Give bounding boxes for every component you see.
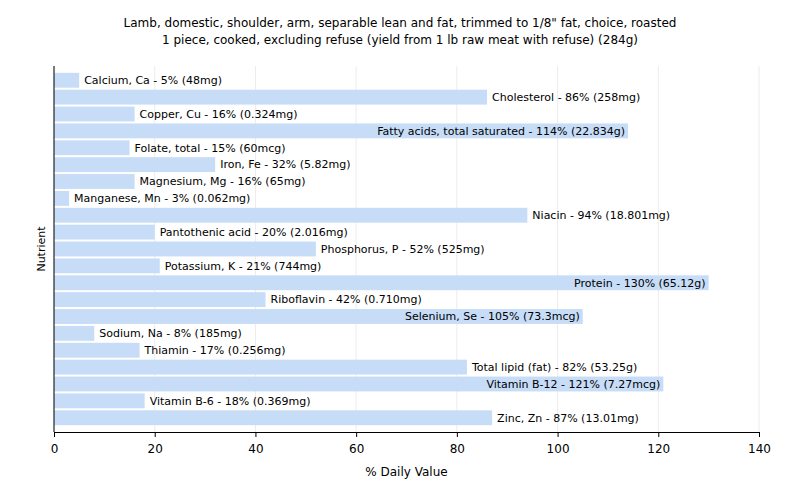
x-tick: 100 (547, 432, 570, 456)
bar-label: Cholesterol - 86% (258mg) (492, 91, 640, 104)
x-tick-mark (155, 432, 156, 437)
bar (54, 191, 69, 206)
bar (54, 275, 709, 290)
x-tick-mark (255, 432, 256, 437)
bar (54, 393, 145, 408)
x-tick-mark (658, 432, 659, 437)
x-tick-label: 140 (748, 442, 771, 456)
bar-label: Thiamin - 17% (0.256mg) (144, 344, 286, 357)
x-tick-label: 60 (349, 442, 364, 456)
title: Lamb, domestic, shoulder, arm, separable… (124, 16, 677, 30)
grid-line (54, 66, 55, 432)
y-axis-title: Nutrient (35, 226, 48, 272)
bar-label: Potassium, K - 21% (744mg) (165, 260, 322, 273)
bar-label: Calcium, Ca - 5% (48mg) (84, 74, 222, 87)
x-axis-line (55, 433, 760, 438)
bar (54, 123, 628, 138)
bar (54, 292, 266, 307)
x-tick-mark (558, 432, 559, 437)
bar-label: Fatty acids, total saturated - 114% (22.… (377, 125, 625, 138)
x-tick-mark (356, 432, 357, 437)
x-tick: 20 (148, 432, 163, 456)
bars (54, 73, 709, 425)
bar-label: Zinc, Zn - 87% (13.01mg) (497, 412, 639, 425)
x-tick-mark (457, 432, 458, 437)
bar (54, 258, 160, 273)
bar (54, 208, 527, 223)
x-tick-label: 100 (547, 442, 570, 456)
background (0, 0, 800, 500)
bar (54, 410, 492, 425)
bar (54, 309, 583, 324)
x-tick-mark (54, 432, 55, 437)
bar (54, 107, 135, 122)
chart: Lamb, domestic, shoulder, arm, separable… (0, 0, 800, 500)
subtitle: 1 piece, cooked, excluding refuse (yield… (162, 33, 638, 47)
bar-label: Copper, Cu - 16% (0.324mg) (140, 108, 298, 121)
x-tick: 80 (450, 432, 465, 456)
x-tick-label: 0 (51, 442, 59, 456)
bar (54, 140, 130, 155)
bar (54, 242, 316, 257)
bar-label: Vitamin B-6 - 18% (0.369mg) (150, 395, 311, 408)
x-tick: 0 (51, 432, 59, 456)
bar (54, 157, 215, 172)
bar (54, 90, 487, 105)
bar (54, 73, 79, 88)
bar-label: Protein - 130% (65.12g) (574, 277, 706, 290)
x-tick-label: 80 (450, 442, 465, 456)
bar (54, 174, 135, 189)
bar (54, 343, 140, 358)
plot: Calcium, Ca - 5% (48mg) Cholesterol - 86%… (51, 66, 771, 456)
bar-label: Riboflavin - 42% (0.710mg) (271, 293, 422, 306)
bar-label: Phosphorus, P - 52% (525mg) (321, 243, 485, 256)
bar-label: Sodium, Na - 8% (185mg) (99, 327, 242, 340)
x-axis-title: % Daily Value (365, 465, 447, 479)
bar-label: Folate, total - 15% (60mcg) (135, 142, 286, 155)
bar (54, 326, 94, 341)
bar-label: Selenium, Se - 105% (73.3mcg) (405, 310, 580, 323)
y-axis-line (54, 66, 55, 432)
bar (54, 377, 663, 392)
x-tick: 40 (248, 432, 263, 456)
bar-label: Total lipid (fat) - 82% (53.25g) (471, 361, 637, 374)
x-tick-label: 40 (248, 442, 263, 456)
bar-label: Niacin - 94% (18.801mg) (532, 209, 670, 222)
bar-label: Magnesium, Mg - 16% (65mg) (140, 175, 306, 188)
bar (54, 225, 155, 240)
grid-line (759, 66, 760, 432)
x-tick-mark (759, 432, 760, 437)
bar (54, 360, 467, 375)
x-tick-label: 120 (647, 442, 670, 456)
bar-label: Vitamin B-12 - 121% (7.27mcg) (486, 378, 660, 391)
x-tick-label: 20 (148, 442, 163, 456)
grid (54, 66, 759, 432)
bar-label: Iron, Fe - 32% (5.82mg) (220, 158, 350, 171)
bar-label: Manganese, Mn - 3% (0.062mg) (74, 192, 250, 205)
bar-labels: Calcium, Ca - 5% (48mg) Cholesterol - 86%… (74, 74, 706, 424)
x-tick: 120 (647, 432, 670, 456)
x-tick: 60 (349, 432, 364, 456)
x-tick: 140 (748, 432, 771, 456)
bar-label: Pantothenic acid - 20% (2.016mg) (160, 226, 348, 239)
x-axis: 0 20 40 60 80 100 120 140 (51, 432, 771, 456)
